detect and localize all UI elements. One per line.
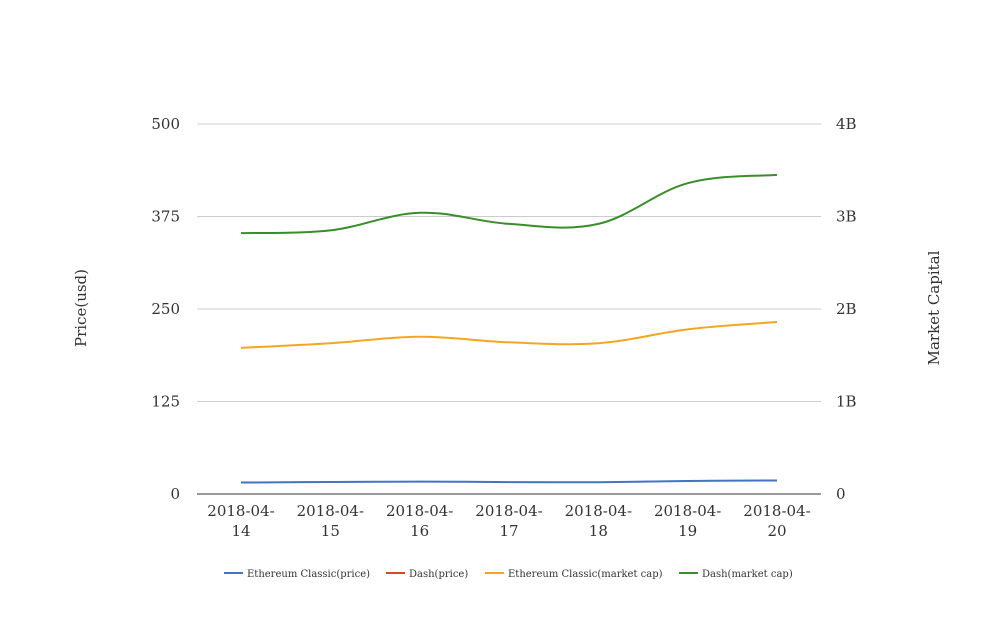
y-right-axis-title: Market Capital: [925, 250, 943, 365]
legend-label: Dash(market cap): [702, 569, 793, 580]
x-tick-label: 2018-04-19: [654, 502, 721, 540]
y-right-tick-label: 1B: [836, 393, 857, 411]
x-tick-label: 2018-04-16: [386, 502, 453, 540]
series-lines: [240, 173, 778, 484]
y-left-tick-label: 0: [170, 485, 180, 503]
x-tick-label: 2018-04-15: [297, 502, 364, 540]
y-right-tick-label: 3B: [836, 208, 857, 226]
y-left-tick-label: 250: [151, 300, 180, 318]
legend-item[interactable]: Dash(price): [386, 569, 468, 580]
y-left-tick-label: 125: [151, 393, 180, 411]
legend: Ethereum Classic(price) Dash(price) Ethere…: [224, 569, 793, 580]
legend-item[interactable]: Ethereum Classic(price): [224, 569, 370, 580]
legend-item[interactable]: Dash(market cap): [679, 569, 793, 580]
gridlines: [197, 123, 821, 402]
legend-item[interactable]: Ethereum Classic(market cap): [485, 569, 663, 580]
series-line: [240, 173, 778, 235]
x-tick-label: 2018-04-14: [207, 502, 274, 540]
series-line: [240, 479, 778, 484]
legend-label: Ethereum Classic(market cap): [508, 569, 663, 580]
y-right-tick-label: 4B: [836, 115, 857, 133]
series-line: [240, 320, 778, 349]
y-right-tick-label: 0: [836, 485, 846, 503]
y-left-tick-label: 375: [151, 208, 180, 226]
x-tick-label: 2018-04-17: [475, 502, 542, 540]
x-tick-label: 2018-04-18: [565, 502, 632, 540]
y-right-tick-label: 2B: [836, 300, 857, 318]
y-left-axis-title: Price(usd): [72, 269, 90, 347]
axes: 0 125 250 375 500 0 1B 2B 3B 4B 2018-04-14 2018-04-…: [72, 115, 943, 540]
y-left-tick-label: 500: [151, 115, 180, 133]
legend-label: Dash(price): [409, 569, 468, 580]
legend-label: Ethereum Classic(price): [247, 569, 370, 580]
x-tick-label: 2018-04-20: [743, 502, 810, 540]
